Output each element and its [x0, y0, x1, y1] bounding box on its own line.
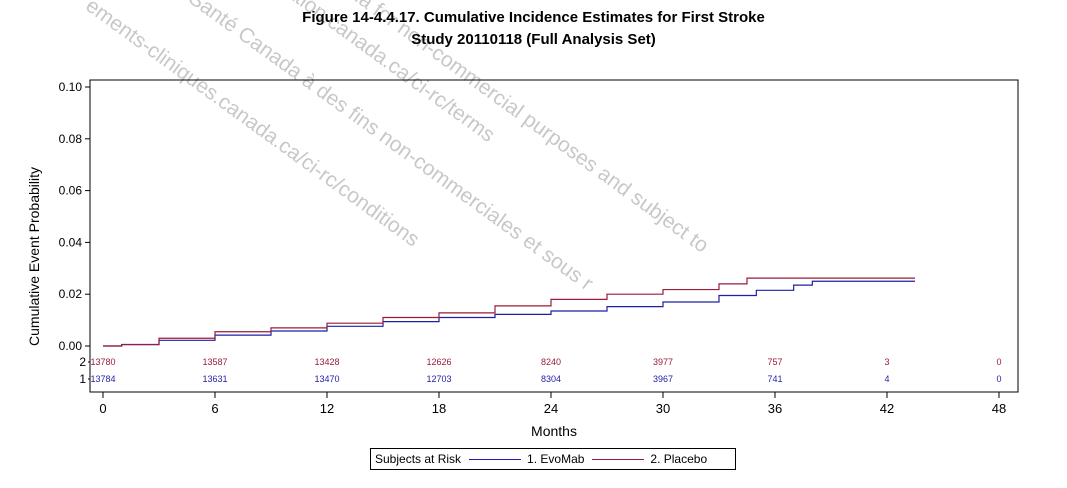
risk-row-label: 1 [79, 372, 86, 386]
risk-table-value: 4 [884, 374, 889, 384]
chart-title: Figure 14-4.4.17. Cumulative Incidence E… [302, 9, 765, 26]
x-axis-label: Months [531, 423, 577, 439]
legend-item-placebo: 2. Placebo [584, 452, 707, 466]
risk-table-value: 0 [996, 357, 1001, 367]
legend-title: Subjects at Risk [375, 452, 462, 466]
risk-table-value: 3967 [653, 374, 673, 384]
legend-label-evomab: 1. EvoMab [527, 452, 585, 466]
risk-table-value: 13631 [202, 374, 227, 384]
plot-frame [89, 79, 1019, 393]
x-tick-label: 6 [211, 401, 218, 416]
x-tick-label: 0 [99, 401, 106, 416]
x-tick-label: 42 [880, 401, 894, 416]
x-tick-label: 18 [432, 401, 446, 416]
series-line-evomab [103, 280, 915, 347]
x-tick-label: 12 [320, 401, 334, 416]
x-tick-label: 24 [544, 401, 558, 416]
risk-table-value: 8304 [541, 374, 561, 384]
legend-label-placebo: 2. Placebo [650, 452, 708, 466]
y-tick-label: 0.04 [59, 235, 83, 249]
risk-table-value: 13428 [314, 357, 339, 367]
risk-table-value: 0 [996, 374, 1001, 384]
x-tick-label: 30 [656, 401, 670, 416]
risk-table-value: 12703 [426, 374, 451, 384]
risk-table-value: 13587 [202, 357, 227, 367]
risk-table-value: 3 [884, 357, 889, 367]
y-tick-label: 0.08 [59, 132, 83, 146]
risk-table-value: 741 [767, 374, 782, 384]
risk-table-value: 3977 [653, 357, 673, 367]
risk-table-value: 13784 [90, 374, 115, 384]
y-tick-label: 0.06 [59, 184, 83, 198]
legend-swatch-evomab [469, 458, 522, 460]
legend-item-evomab: 1. EvoMab [461, 452, 584, 466]
series-line-placebo [103, 277, 915, 347]
risk-table-value: 12626 [426, 357, 451, 367]
y-tick-label: 0.02 [59, 287, 83, 301]
risk-table-value: 13470 [314, 374, 339, 384]
y-axis-label: Cumulative Event Probability [26, 167, 42, 346]
legend-swatch-placebo [592, 458, 645, 460]
x-tick-label: 48 [992, 401, 1006, 416]
risk-table-value: 13780 [90, 357, 115, 367]
chart-subtitle: Study 20110118 (Full Analysis Set) [411, 31, 656, 48]
y-tick-label: 0.00 [59, 339, 83, 353]
risk-table-value: 757 [767, 357, 782, 367]
y-tick-label: 0.10 [59, 80, 83, 94]
legend: Subjects at Risk 1. EvoMab 2. Placebo [370, 448, 736, 470]
x-tick-label: 36 [768, 401, 782, 416]
risk-row-label: 2 [79, 355, 86, 369]
risk-table-value: 8240 [541, 357, 561, 367]
